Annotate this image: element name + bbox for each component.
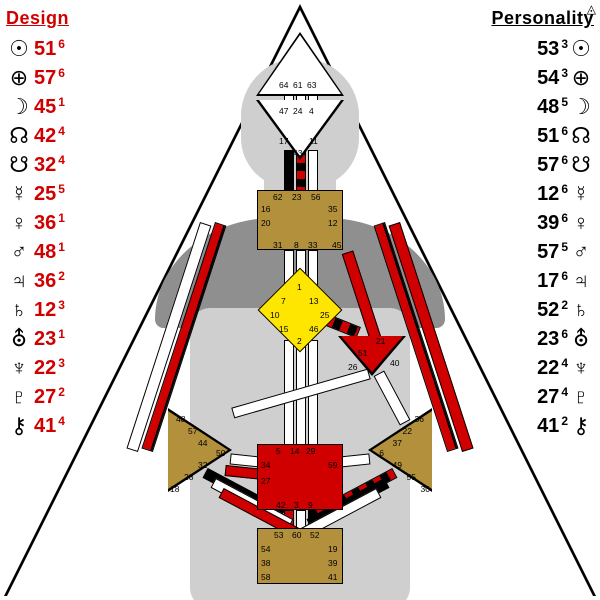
gate-37: 37	[393, 438, 402, 448]
gate-8: 8	[294, 240, 299, 250]
gate-51: 51	[358, 348, 367, 358]
gate-42: 42	[276, 500, 285, 510]
gate-13: 13	[309, 296, 318, 306]
gate-2: 2	[297, 336, 302, 346]
gate-31: 31	[273, 240, 282, 250]
gate-60: 60	[292, 530, 301, 540]
gate-5: 5	[276, 446, 281, 456]
gate-50: 50	[216, 448, 225, 458]
gate-23: 23	[292, 192, 301, 202]
gate-26: 26	[348, 362, 357, 372]
gate-49: 49	[393, 460, 402, 470]
gate-3: 3	[294, 500, 299, 510]
gate-6: 6	[379, 448, 384, 458]
gate-61: 61	[293, 80, 302, 90]
gate-41: 41	[328, 572, 337, 582]
gate-59: 59	[328, 460, 337, 470]
gate-46: 46	[309, 324, 318, 334]
gate-34: 34	[261, 460, 270, 470]
bodygraph: 64 61 63 47 24 4 17 11 43 62 23 56 16 35…	[80, 0, 520, 600]
gate-43: 43	[293, 148, 302, 158]
gate-40: 40	[390, 358, 399, 368]
gate-52: 52	[310, 530, 319, 540]
gate-11: 11	[309, 136, 318, 146]
gate-38: 38	[261, 558, 270, 568]
gate-62: 62	[273, 192, 282, 202]
gate-19: 19	[328, 544, 337, 554]
gate-20: 20	[261, 218, 270, 228]
gate-28: 28	[184, 472, 193, 482]
gate-57: 57	[188, 426, 197, 436]
gate-27: 27	[261, 476, 270, 486]
gate-35: 35	[328, 204, 337, 214]
gate-58: 58	[261, 572, 270, 582]
gate-32: 32	[198, 460, 207, 470]
gate-47: 47	[279, 106, 288, 116]
gate-63: 63	[307, 80, 316, 90]
gate-45: 45	[332, 240, 341, 250]
gate-1: 1	[297, 282, 302, 292]
gate-17: 17	[279, 136, 288, 146]
gate-21: 21	[376, 336, 385, 346]
gate-53: 53	[274, 530, 283, 540]
gate-54: 54	[261, 544, 270, 554]
gate-44: 44	[198, 438, 207, 448]
gate-25: 25	[320, 310, 329, 320]
gate-7: 7	[281, 296, 286, 306]
gate-16: 16	[261, 204, 270, 214]
gate-56: 56	[311, 192, 320, 202]
gate-18: 18	[170, 484, 179, 494]
gate-33: 33	[308, 240, 317, 250]
gate-12: 12	[328, 218, 337, 228]
gate-14: 14	[290, 446, 299, 456]
gate-4: 4	[309, 106, 314, 116]
gate-24: 24	[293, 106, 302, 116]
gate-36: 36	[415, 414, 424, 424]
gate-55: 55	[407, 472, 416, 482]
gate-10: 10	[270, 310, 279, 320]
gate-15: 15	[279, 324, 288, 334]
gate-22: 22	[403, 426, 412, 436]
gate-29: 29	[306, 446, 315, 456]
gate-9: 9	[308, 500, 313, 510]
gate-64: 64	[279, 80, 288, 90]
gate-48: 48	[176, 414, 185, 424]
human-design-chart: ◬ Design Personality ☉516⊕576☽451☊424☋32…	[0, 0, 600, 600]
gate-39: 39	[328, 558, 337, 568]
gate-30: 30	[421, 484, 430, 494]
